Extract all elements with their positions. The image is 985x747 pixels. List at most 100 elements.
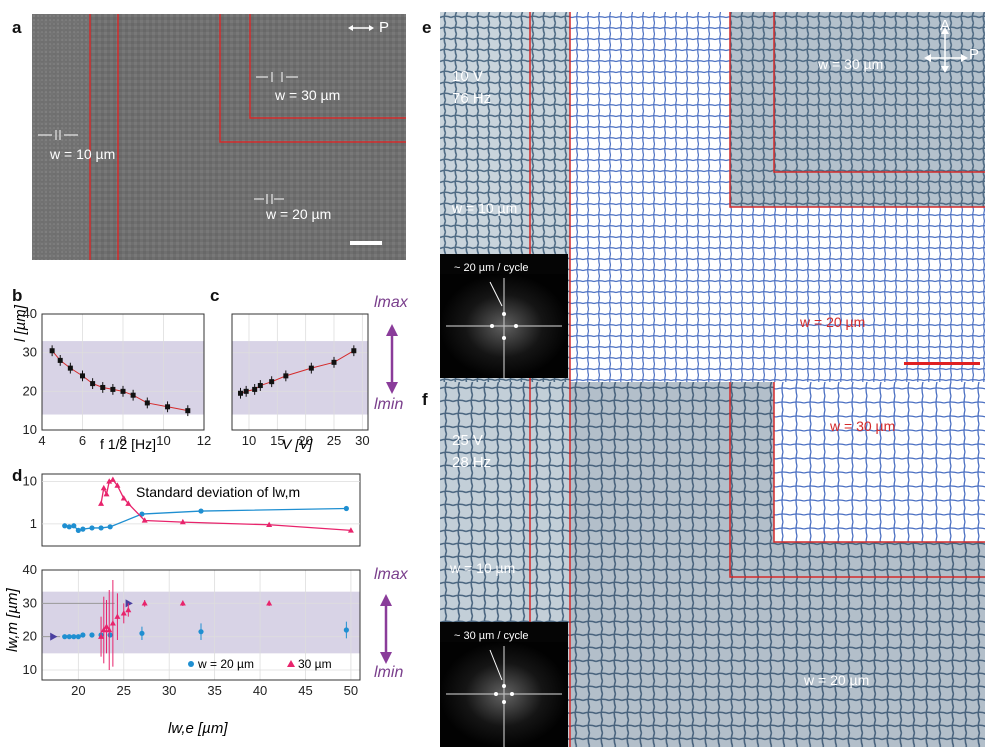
- data-point: [98, 500, 105, 506]
- x-tick-label: 6: [79, 433, 86, 448]
- voltage-f: 25 V: [452, 432, 483, 449]
- data-point: [120, 495, 127, 501]
- data-point: [343, 627, 349, 633]
- data-point: [67, 365, 73, 371]
- xlabel-b: f 1/2 [Hz]: [100, 436, 157, 452]
- data-point: [283, 373, 289, 379]
- data-point: [106, 626, 113, 633]
- plot-annotations: [380, 324, 398, 664]
- data-point: [252, 386, 258, 392]
- data-point: [130, 392, 136, 398]
- data-point: [308, 365, 314, 371]
- data-point: [80, 632, 86, 638]
- data-point: [110, 386, 116, 392]
- w30-label-e: w = 30 µm: [818, 56, 884, 72]
- inset-text-f: ~ 30 µm / cycle: [454, 630, 529, 642]
- fft-inset-e: [440, 254, 568, 378]
- x-tick-label: 30: [355, 433, 369, 448]
- panel-label-b: b: [12, 286, 23, 305]
- y-tick-label: 10: [23, 422, 37, 437]
- arrow-head-up: [386, 324, 398, 336]
- arrow-head-up: [380, 594, 392, 606]
- panel-label-e: e: [422, 18, 432, 37]
- data-point: [109, 476, 116, 482]
- data-point: [185, 408, 191, 414]
- data-point: [347, 527, 354, 533]
- x-tick-label: 50: [344, 683, 358, 698]
- data-point: [103, 623, 110, 629]
- data-point: [66, 524, 72, 530]
- panel-label-a: a: [12, 18, 22, 37]
- plot-frame: [41, 313, 205, 431]
- data-point: [125, 606, 132, 613]
- data-point: [139, 511, 145, 517]
- ylabel-d: lw,m [µm]: [4, 588, 21, 652]
- panel-label-c: c: [210, 286, 220, 305]
- data-point: [75, 527, 81, 534]
- y-tick-label: 10: [23, 662, 37, 677]
- data-point: [257, 383, 263, 389]
- w10-label-f: w = 10 µm: [450, 560, 516, 576]
- data-point: [179, 600, 186, 606]
- xlabel-d: lw,e [µm]: [168, 720, 228, 737]
- legend-d-30: 30 µm: [298, 657, 332, 671]
- data-point: [331, 359, 337, 365]
- data-point: [269, 379, 275, 385]
- plots-bcd: 4 6 8 10 12 10 20 30 40 10 15 20 25 30 1 10 20 25 30 35 4…: [23, 306, 398, 698]
- w30-label-f: w = 30 µm: [830, 418, 896, 434]
- lmin-label-c: lmin: [374, 396, 404, 413]
- lmin-label-d: lmin: [374, 664, 404, 681]
- x-tick-label: 40: [253, 683, 267, 698]
- x-tick-label: 8: [119, 433, 126, 448]
- data-point: [165, 404, 171, 410]
- data-point: [66, 634, 72, 640]
- legend-marker-20: [188, 661, 194, 667]
- x-tick-label: 25: [117, 683, 131, 698]
- y-tick-label: 40: [23, 306, 37, 321]
- data-point: [351, 348, 357, 354]
- polarizer-label-a: P: [379, 19, 390, 36]
- plot-frame: [231, 313, 369, 431]
- data-point: [141, 517, 148, 523]
- data-point: [57, 357, 63, 363]
- data-point: [243, 388, 249, 394]
- panel-label-d: d: [12, 466, 23, 485]
- data-point: [109, 620, 116, 626]
- data-point: [144, 400, 150, 406]
- data-point: [98, 525, 104, 531]
- data-point: [120, 388, 126, 394]
- x-tick-label: 10: [156, 433, 170, 448]
- x-tick-label: 10: [242, 433, 256, 448]
- lmax-label-d: lmax: [374, 566, 408, 583]
- data-point: [49, 348, 55, 354]
- lmax-label-c: lmax: [374, 294, 408, 311]
- data-point: [198, 508, 204, 514]
- data-point: [125, 500, 132, 506]
- marker-arrow: [50, 632, 58, 641]
- plot-frame: [41, 569, 361, 681]
- data-point: [71, 523, 77, 529]
- ylabel-b: l [µm]: [12, 305, 29, 342]
- fft-inset-f: [440, 622, 568, 747]
- plot-frame: [41, 473, 361, 547]
- data-point: [198, 629, 204, 635]
- inset-text-e: ~ 20 µm / cycle: [454, 262, 529, 274]
- w20-label-e: w = 20 µm: [800, 314, 866, 330]
- data-point: [80, 373, 85, 379]
- marker-arrow: [125, 599, 133, 608]
- plot-b: 4 6 8 10 12 10 20 30 40: [23, 306, 212, 448]
- x-tick-label: 4: [38, 433, 45, 448]
- arrow-head-down: [380, 652, 392, 664]
- data-point: [179, 518, 186, 525]
- lrange-band: [42, 591, 360, 654]
- data-point: [114, 482, 121, 488]
- w20-label-f: w = 20 µm: [804, 672, 870, 688]
- y-tick-label: 30: [23, 595, 37, 610]
- data-point: [71, 634, 77, 640]
- panel-a-micrograph: [32, 14, 406, 260]
- x-tick-label: 30: [162, 683, 176, 698]
- y-tick-label: 1: [30, 516, 37, 531]
- data-point: [139, 630, 145, 636]
- x-tick-label: 20: [298, 433, 312, 448]
- lrange-band: [232, 341, 368, 415]
